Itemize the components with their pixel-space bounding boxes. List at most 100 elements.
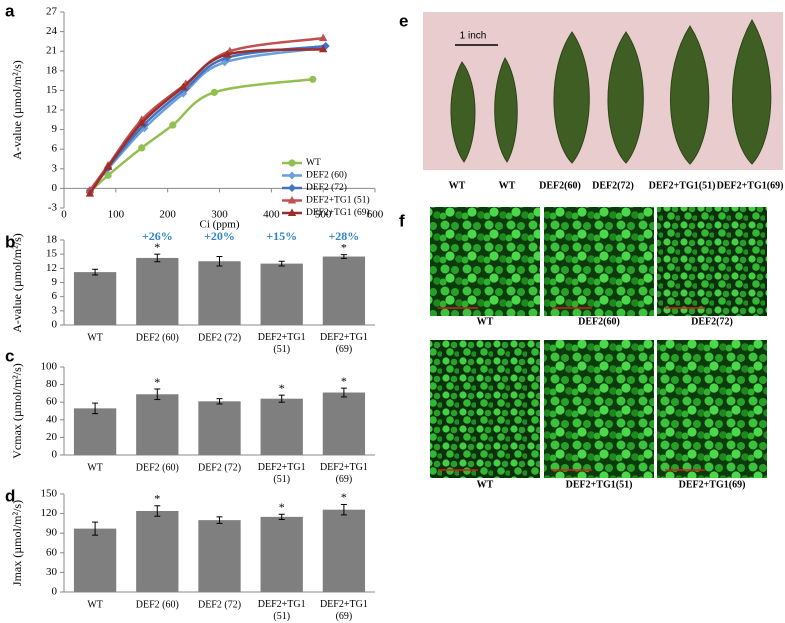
x-tick-label: DEF2 (60) <box>136 462 179 473</box>
series-line <box>88 44 326 192</box>
panel-label: b <box>5 232 15 251</box>
x-tick-label: 300 <box>211 209 228 221</box>
y-tick-label: 3 <box>52 162 58 174</box>
x-tick-label: WT <box>87 332 103 343</box>
panel-label: c <box>5 346 14 365</box>
y-tick-label: 0 <box>52 319 58 331</box>
bar <box>73 528 117 592</box>
leaf-label: DEF2(72) <box>592 180 634 191</box>
micrograph-label: DEF2+TG1(69) <box>679 479 746 490</box>
leaf-label: DEF2(60) <box>539 180 581 191</box>
scale-label: 1 inch <box>460 31 487 42</box>
micrograph-label: WT <box>477 316 494 327</box>
y-tick-label: 24 <box>46 25 58 37</box>
x-tick-label: 0 <box>61 209 67 221</box>
leaf-label: DEF2+TG1(69) <box>717 180 784 191</box>
series-line <box>89 78 313 193</box>
legend-label: DEF2 (72) <box>306 182 347 193</box>
micrograph-label: DEF2(60) <box>578 316 620 327</box>
point <box>137 118 146 127</box>
point <box>179 82 188 91</box>
y-tick-label: 3 <box>52 304 58 316</box>
x-axis-label: Ci (ppm) <box>199 219 239 231</box>
bar <box>136 257 179 325</box>
y-tick-label: -3 <box>48 202 58 214</box>
leaf-label: WT <box>499 180 516 191</box>
series-line <box>88 36 324 192</box>
panel-label: a <box>5 1 15 20</box>
micrograph-label: DEF2(72) <box>691 316 733 327</box>
change-label: +15% <box>266 229 297 243</box>
legend-label: DEF2+TG1 (69) <box>306 207 370 218</box>
x-tick-label: DEF2 (60) <box>136 332 179 343</box>
x-tick-label: DEF2+TG1 (51) <box>258 599 306 622</box>
y-tick-label: 15 <box>46 84 58 96</box>
legend-marker <box>287 196 297 204</box>
legend-marker <box>288 159 296 167</box>
change-label: +20% <box>204 229 235 243</box>
x-tick-label: WT <box>87 599 103 610</box>
panel-label: d <box>5 486 15 505</box>
point <box>223 49 232 58</box>
y-tick-label: 40 <box>46 413 58 425</box>
y-tick-label: 6 <box>52 290 58 302</box>
bar <box>260 516 303 592</box>
y-tick-label: 18 <box>46 234 58 246</box>
y-tick-label: 12 <box>46 262 57 274</box>
y-tick-label: 12 <box>46 104 57 116</box>
x-tick-label: DEF2 (72) <box>198 332 241 343</box>
bar <box>260 398 303 455</box>
y-axis-label: A-value (µmol/m²/s) <box>10 60 24 160</box>
bar <box>322 509 366 592</box>
x-tick-label: 100 <box>108 209 125 221</box>
y-tick-label: 0 <box>52 449 58 461</box>
legend-marker <box>287 208 297 216</box>
bar <box>260 263 303 325</box>
y-tick-label: 100 <box>41 361 58 373</box>
significance-marker: * <box>341 374 347 388</box>
x-tick-label: 200 <box>159 209 176 221</box>
significance-marker: * <box>279 381 285 395</box>
bar <box>73 272 117 325</box>
bar <box>136 394 179 455</box>
y-tick-label: 120 <box>41 507 58 519</box>
point <box>85 189 95 197</box>
y-axis-label: A-value (µmol/m²/s) <box>10 233 24 333</box>
panel-label: e <box>399 11 408 30</box>
significance-marker: * <box>341 240 347 254</box>
point <box>309 75 317 83</box>
point <box>169 121 177 129</box>
bar <box>136 510 179 592</box>
y-axis-label: Vcmax (µmol/m²/s) <box>10 363 24 459</box>
y-tick-label: 30 <box>46 566 58 578</box>
leaf-label: DEF2+TG1(51) <box>649 180 716 191</box>
micrograph-label: DEF2+TG1(51) <box>566 479 633 490</box>
change-label: +28% <box>328 229 359 243</box>
significance-marker: * <box>154 492 160 506</box>
leaf-photo <box>423 12 783 170</box>
x-tick-label: 600 <box>367 209 384 221</box>
bar <box>198 401 241 455</box>
bar <box>322 256 366 325</box>
y-tick-label: 9 <box>52 123 58 135</box>
x-tick-label: DEF2 (60) <box>136 599 179 610</box>
y-tick-label: 80 <box>46 378 58 390</box>
significance-marker: * <box>154 240 160 254</box>
y-tick-label: 150 <box>41 488 58 500</box>
bar <box>322 392 366 455</box>
y-tick-label: 27 <box>46 6 58 18</box>
x-tick-label: 400 <box>263 209 280 221</box>
point <box>103 162 113 170</box>
y-tick-label: 0 <box>52 182 58 194</box>
point <box>104 171 112 179</box>
y-tick-label: 0 <box>52 586 58 598</box>
y-tick-label: 21 <box>46 45 57 57</box>
x-tick-label: WT <box>87 462 103 473</box>
x-tick-label: DEF2+TG1 (69) <box>320 599 368 622</box>
legend-marker <box>288 171 296 180</box>
y-tick-label: 90 <box>46 527 58 539</box>
legend-marker <box>288 184 296 192</box>
y-tick-label: 20 <box>46 431 58 443</box>
y-tick-label: 18 <box>46 64 58 76</box>
